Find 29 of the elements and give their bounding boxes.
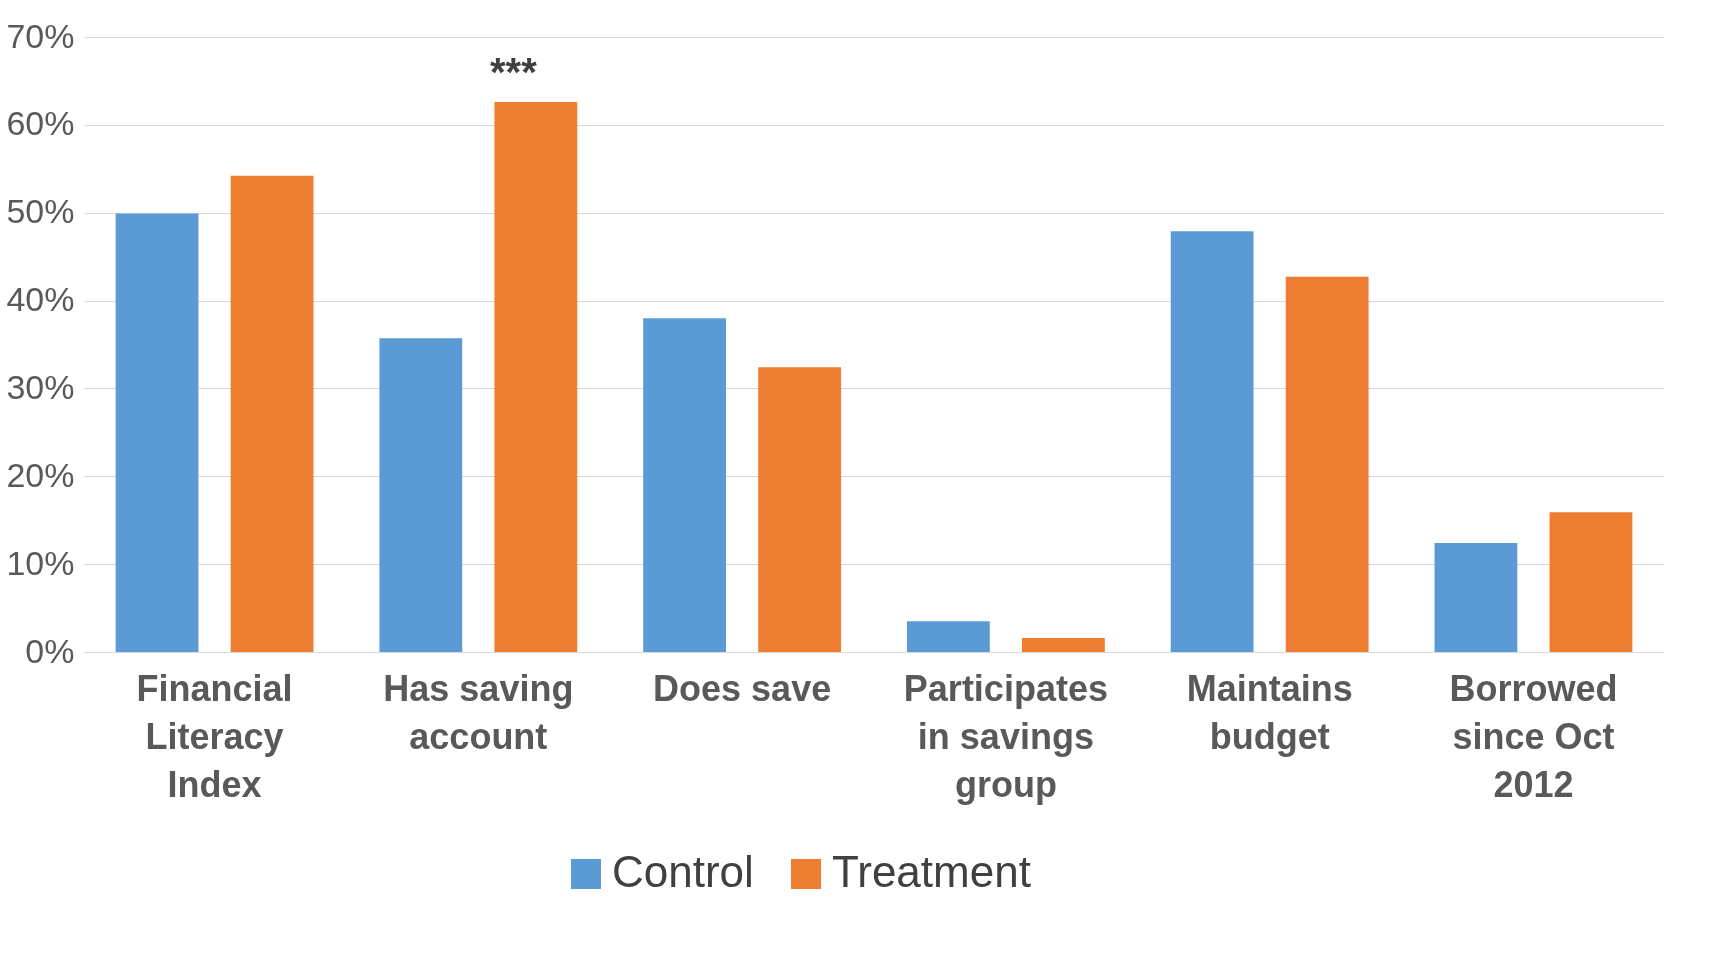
y-tick-label: 50% xyxy=(6,192,75,231)
y-tick-label: 70% xyxy=(6,16,75,55)
bar xyxy=(115,213,199,652)
bar xyxy=(1021,637,1105,652)
y-tick-label: 0% xyxy=(25,631,75,670)
x-tick-label: Has saving account xyxy=(383,667,574,757)
x-tick-label: Participates in savings group xyxy=(903,667,1108,805)
y-tick-label: 20% xyxy=(6,455,75,494)
bar xyxy=(758,367,842,652)
bar xyxy=(1170,231,1254,652)
legend-label: Control xyxy=(612,847,754,896)
x-tick-label: Borrowed since Oct 2012 xyxy=(1449,667,1618,805)
bar xyxy=(1549,512,1633,652)
y-tick-label: 10% xyxy=(6,543,75,582)
bar xyxy=(379,338,463,652)
bar xyxy=(1285,276,1369,652)
annotation: *** xyxy=(489,50,538,95)
bar xyxy=(230,175,314,652)
legend-label: Treatment xyxy=(832,847,1031,896)
y-tick-label: 40% xyxy=(6,280,75,319)
bar xyxy=(494,102,578,652)
x-tick-label: Does save xyxy=(653,667,832,709)
y-tick-label: 30% xyxy=(6,367,75,406)
bar xyxy=(643,318,727,652)
y-tick-label: 60% xyxy=(6,104,75,143)
bar xyxy=(906,621,990,652)
x-tick-label: Maintains budget xyxy=(1186,667,1353,757)
x-tick-label: Financial Literacy Index xyxy=(136,667,293,805)
bar xyxy=(1434,543,1518,652)
